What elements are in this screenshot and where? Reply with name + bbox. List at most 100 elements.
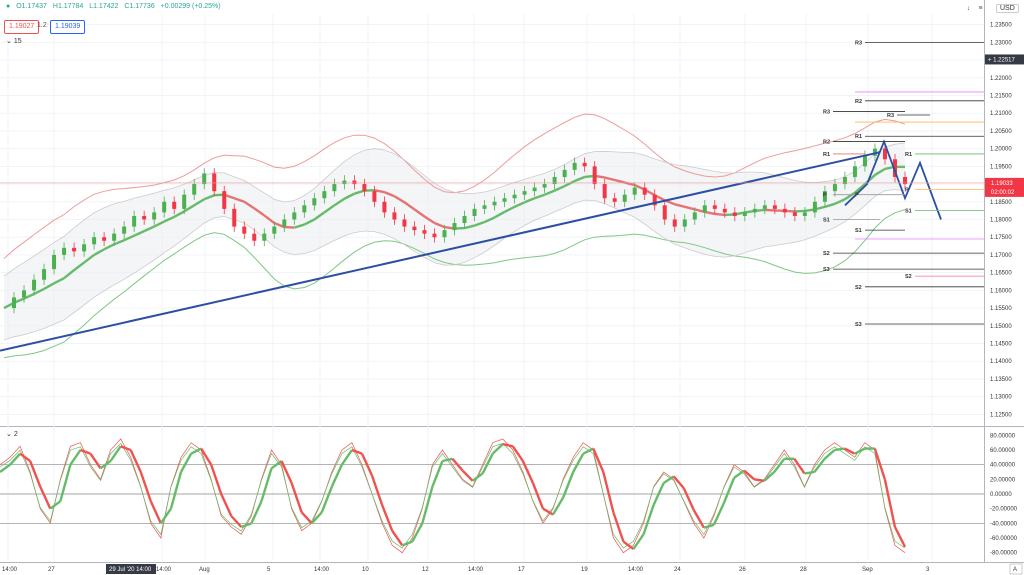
currency-label[interactable]: USD — [996, 4, 1019, 13]
lot-size[interactable]: 1.2 — [37, 22, 47, 29]
moving-average-segment — [604, 176, 615, 182]
legend-high: H1.17784 — [52, 3, 84, 10]
moving-average-segment — [243, 200, 255, 210]
candle-body — [122, 226, 127, 234]
candle-body — [682, 219, 687, 227]
osc-slow-segment — [642, 504, 655, 535]
candle-body — [652, 194, 657, 206]
osc-slow-segment — [230, 515, 243, 528]
moving-average-segment — [844, 191, 856, 201]
osc-slow-segment — [220, 493, 233, 517]
pivot-label: S1 — [855, 228, 862, 234]
buy-price-button[interactable]: 1.19039 — [50, 20, 86, 34]
osc-slow-segment — [169, 471, 183, 509]
candle-body — [272, 226, 277, 234]
price-tick-label: 1.23000 — [990, 40, 1012, 46]
candle-body — [692, 212, 697, 220]
osc-fast-line-alt — [0, 442, 906, 549]
pivot-label: P — [905, 187, 909, 193]
candle-body — [72, 247, 77, 252]
moving-average-segment — [403, 201, 416, 211]
osc-slow-segment — [733, 469, 745, 479]
moving-average-segment — [153, 220, 165, 228]
osc-slow-segment — [834, 447, 845, 452]
osc-slow-segment — [109, 445, 122, 462]
study-collapse-toggle[interactable]: ⌄ 15 — [6, 38, 22, 45]
candle-body — [102, 237, 107, 241]
candle-body — [422, 230, 427, 234]
osc-slow-segment — [120, 445, 132, 452]
moving-average-segment — [163, 215, 175, 223]
osc-slow-segment — [471, 472, 484, 482]
osc-tick-label: 20.00000 — [990, 477, 1016, 483]
moving-average-segment — [764, 208, 775, 212]
candle-body — [903, 176, 907, 185]
candle-body — [752, 208, 757, 213]
osc-slow-segment — [360, 453, 374, 477]
auto-scale-icon: A — [1013, 567, 1017, 573]
moving-average-segment — [123, 234, 135, 242]
candle-body — [802, 212, 807, 216]
time-tick-label: 3 — [926, 567, 930, 573]
ohlc-legend: ● O1.17437 H1.17784 L1.17422 C1.17736 +0… — [6, 3, 225, 10]
candle-body — [772, 205, 777, 209]
moving-average-segment — [143, 225, 155, 233]
pivot-label: S3 — [823, 267, 830, 273]
candle-body — [252, 233, 257, 241]
moving-average-segment — [83, 253, 95, 264]
moving-average-segment — [504, 205, 516, 213]
moving-average-segment — [714, 212, 725, 217]
menu-icon[interactable]: ≡ — [978, 5, 983, 12]
pivot-label: P — [823, 193, 827, 199]
osc-slow-segment — [692, 509, 705, 529]
sell-price-button[interactable]: 1.19027 — [4, 20, 40, 34]
moving-average-segment — [203, 194, 215, 201]
time-tick-label: 12 — [422, 567, 429, 573]
osc-slow-segment — [340, 449, 353, 466]
legend-low: L1.17422 — [89, 3, 119, 10]
price-tick-label: 1.14000 — [990, 359, 1012, 365]
candle-body — [532, 187, 537, 192]
osc-slow-segment — [200, 447, 213, 466]
candle-body — [672, 219, 677, 227]
moving-average-segment — [43, 282, 55, 290]
osc-tick-label: 0.00000 — [990, 492, 1012, 498]
moving-average-segment — [33, 287, 45, 295]
osc-slow-segment — [69, 449, 82, 466]
time-tick-label: 10 — [362, 567, 369, 573]
oscillator-collapse-toggle[interactable]: ⌄ 2 — [6, 431, 18, 438]
price-tick-label: 1.13500 — [990, 377, 1012, 383]
osc-slow-segment — [743, 469, 755, 481]
osc-slow-segment — [531, 482, 545, 510]
candle-body — [132, 215, 137, 227]
candle-body — [112, 233, 117, 241]
candle-body — [792, 212, 797, 216]
pivot-label: R2 — [855, 99, 862, 105]
osc-slow-segment — [813, 458, 826, 473]
osc-slow-segment — [753, 478, 765, 482]
price-tick-label: 1.22000 — [990, 76, 1012, 82]
price-tick-label: 1.16500 — [990, 271, 1012, 277]
time-tick-label: 5 — [267, 567, 271, 573]
osc-slow-segment — [80, 448, 91, 455]
osc-slow-segment — [521, 460, 535, 484]
candle-body — [32, 279, 37, 291]
osc-slow-segment — [823, 449, 836, 460]
candle-body — [582, 162, 587, 167]
down-arrow-icon[interactable]: ↓ — [966, 5, 971, 12]
osc-slow-segment — [793, 458, 806, 475]
price-tick-label: 1.18500 — [990, 200, 1012, 206]
pivot-label: R3 — [855, 40, 862, 46]
moving-average-segment — [383, 191, 395, 198]
osc-slow-segment — [491, 443, 504, 455]
candle-body — [482, 205, 487, 209]
time-tick-label: 14:00 — [628, 567, 644, 573]
moving-average-segment — [824, 202, 836, 208]
osc-slow-segment — [511, 445, 524, 462]
moving-average-segment — [614, 178, 625, 184]
legend-close: C1.17736 — [124, 3, 155, 10]
candle-body — [152, 212, 157, 220]
moving-average-segment — [293, 223, 305, 229]
candle-body — [342, 180, 347, 185]
